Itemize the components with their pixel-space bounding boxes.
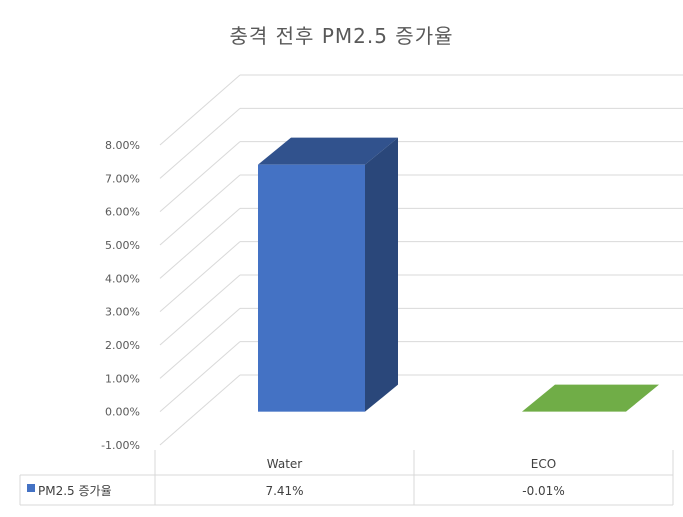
bar-eco [522,384,659,412]
gridline-side [159,374,241,446]
data-value-label: -0.01% [522,484,564,498]
data-value-label: 7.41% [265,484,303,498]
y-tick-label: 7.00% [105,172,140,185]
y-tick-label: 8.00% [105,139,140,152]
legend-label: PM2.5 증가율 [38,484,112,498]
bar-top-face [258,137,398,165]
chart-title: 충격 전후 PM2.5 증가율 [229,24,454,48]
gridline-side [159,141,241,213]
bar-front-face [258,164,365,412]
y-tick-label: 3.00% [105,306,140,319]
y-tick-label: 5.00% [105,239,140,252]
bar-side-face [365,137,398,412]
x-category-label: ECO [531,457,556,471]
gridline-side [159,341,241,413]
gridline-side [159,241,241,313]
y-tick-label: 4.00% [105,272,140,285]
y-tick-label: 0.00% [105,406,140,419]
y-tick-label: 2.00% [105,339,140,352]
x-category-label: Water [267,457,303,471]
bars [258,137,659,412]
data-table: Water 7.41% ECO -0.01% PM2.5 증가율 [19,450,674,506]
gridline-side [159,74,241,146]
gridline-side [159,274,241,346]
gridline-side [159,307,241,379]
y-axis-ticks: 8.00% 7.00% 6.00% 5.00% 4.00% 3.00% 2.00% 1.00%… [101,139,140,452]
y-tick-label: 1.00% [105,372,140,385]
gridline-side [159,207,241,279]
y-tick-label: -1.00% [101,439,140,452]
y-tick-label: 6.00% [105,206,140,219]
bar-water [258,137,398,412]
gridline-side [159,174,241,246]
gridline-side [159,107,241,179]
bar-top-face [522,384,659,412]
legend-swatch [27,484,35,492]
